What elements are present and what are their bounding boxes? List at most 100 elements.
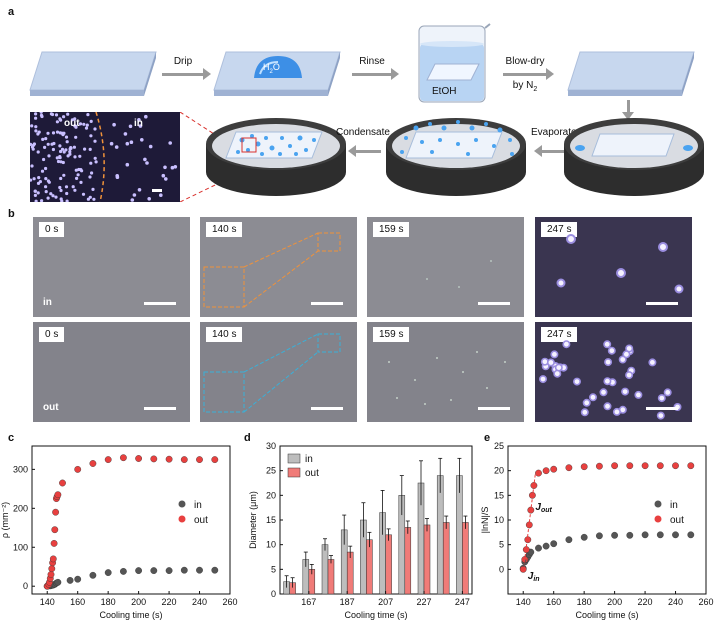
droplet-dot — [44, 166, 48, 171]
scalebar — [646, 302, 678, 305]
x-tick-label: 160 — [70, 597, 85, 607]
droplet-dot — [40, 199, 44, 202]
droplet-dot — [128, 124, 133, 129]
droplet-dot — [30, 178, 33, 182]
boundary-line — [95, 112, 105, 202]
droplet-dot — [173, 165, 178, 169]
y-axis-label: Diameter (μm) — [248, 491, 258, 549]
droplet — [657, 394, 666, 403]
droplet-dot — [34, 199, 38, 202]
droplet-dot — [51, 147, 55, 152]
droplet-dot — [62, 150, 66, 154]
y-tick-label: 5 — [271, 564, 276, 574]
droplet-dot — [161, 173, 166, 178]
time-label: 140 s — [206, 327, 243, 342]
glass-slide — [28, 50, 158, 102]
droplet-dot — [93, 127, 97, 131]
droplet-dot — [60, 199, 64, 202]
droplet-dot — [46, 179, 50, 183]
time-label: 0 s — [39, 222, 65, 237]
droplet — [603, 402, 612, 411]
slide-with-droplet — [212, 50, 342, 102]
arrow-rinse — [352, 68, 399, 80]
scalebar — [646, 407, 678, 410]
y-tick-label: 5 — [499, 540, 504, 550]
time-label: 247 s — [541, 327, 578, 342]
droplet-dot — [125, 141, 130, 146]
droplet-dot — [51, 194, 55, 198]
data-point — [180, 566, 188, 574]
x-tick-label: 220 — [638, 597, 653, 607]
droplet-dot — [54, 113, 59, 117]
frame-out-159s: 159 s — [367, 322, 524, 422]
petri-dish-evaporating — [382, 108, 530, 200]
bar — [404, 527, 412, 595]
droplet-dot — [73, 155, 77, 159]
droplet-dot — [54, 195, 58, 199]
data-point — [59, 479, 66, 487]
scalebar — [311, 407, 343, 410]
droplet-dot — [59, 160, 63, 164]
x-tick-label: 240 — [192, 597, 207, 607]
droplet-dot — [145, 161, 149, 165]
data-point — [565, 536, 573, 544]
legend-label: out — [305, 468, 319, 479]
data-point — [550, 465, 558, 473]
time-label: 0 s — [39, 327, 65, 342]
droplet — [603, 377, 612, 386]
data-point — [687, 462, 695, 470]
droplet-dot — [60, 147, 65, 151]
droplet-dot — [83, 147, 87, 151]
data-point — [54, 578, 62, 586]
chart-d: 0 5 10 15 20 25 30 167 187 207 227 247 Cooling time … — [240, 432, 480, 632]
droplet-dot — [71, 185, 75, 189]
droplet-dot — [37, 130, 41, 134]
data-point — [550, 540, 558, 548]
droplet — [663, 388, 672, 397]
droplet-dot — [93, 139, 97, 143]
droplet — [580, 408, 589, 417]
droplet-dot — [74, 125, 78, 129]
arrow-blow-dry — [503, 68, 554, 80]
droplet-dot — [148, 144, 153, 149]
y-tick-label: 15 — [266, 515, 276, 525]
data-point — [196, 566, 203, 574]
step-drip: Drip — [173, 56, 193, 67]
y-axis-label: ρ (mm⁻²) — [0, 502, 10, 538]
frame-out-140s: 140 s — [200, 322, 357, 422]
droplet-dot — [59, 176, 63, 181]
panel-d-label: d — [244, 432, 251, 444]
row-label-out: out — [43, 402, 59, 413]
x-axis-label: Cooling time (s) — [99, 610, 162, 620]
data-point — [211, 566, 219, 574]
arrow-condense — [355, 150, 381, 153]
y-tick-label: 10 — [494, 515, 504, 525]
droplet-dot — [58, 144, 62, 148]
droplet-dot — [163, 165, 167, 170]
data-point — [626, 462, 634, 470]
y-tick-label: 0 — [499, 564, 504, 574]
droplet-dot — [55, 120, 59, 124]
arrow-drip — [162, 68, 211, 80]
droplet-dot — [30, 142, 33, 146]
bar — [321, 544, 329, 595]
x-tick-label: 240 — [668, 597, 683, 607]
droplet-dot — [68, 152, 72, 156]
droplet — [582, 398, 591, 407]
data-point — [180, 456, 188, 463]
legend-label: in — [670, 500, 678, 511]
droplet-dot — [159, 193, 163, 197]
data-point — [596, 462, 603, 470]
petri-dish-condensed — [202, 108, 350, 200]
droplet-dot — [89, 119, 93, 123]
data-point — [74, 575, 82, 583]
droplet-dot — [51, 131, 56, 135]
droplet-dot — [64, 185, 69, 189]
x-tick-label: 247 — [455, 597, 470, 607]
droplet-dot — [46, 196, 50, 200]
data-point — [580, 463, 588, 471]
droplet-dot — [34, 129, 38, 133]
x-tick-label: 207 — [378, 597, 393, 607]
droplet-dot — [82, 122, 86, 126]
droplet-dot — [32, 177, 36, 181]
